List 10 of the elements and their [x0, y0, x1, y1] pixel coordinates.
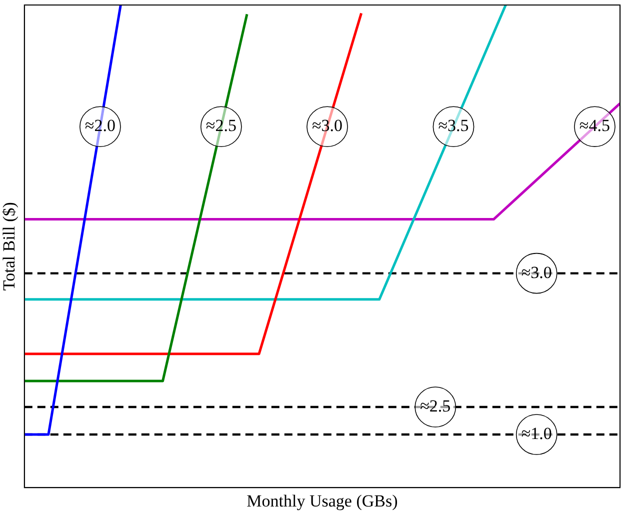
annotation: ≈3.0	[312, 116, 343, 136]
ref-line-label: ≈3.0	[521, 262, 552, 282]
annotation: ≈4.5	[579, 116, 610, 136]
x-axis-title: Monthly Usage (GBs)	[246, 491, 398, 510]
y-axis-title: Total Bill ($)	[0, 202, 19, 291]
annotation: ≈3.5	[438, 116, 469, 136]
annotation: ≈2.5	[206, 116, 236, 136]
ref-line-label: ≈1.0	[521, 424, 552, 443]
annotation: ≈2.0	[84, 116, 116, 136]
ref-line-label: ≈2.5	[420, 396, 451, 416]
